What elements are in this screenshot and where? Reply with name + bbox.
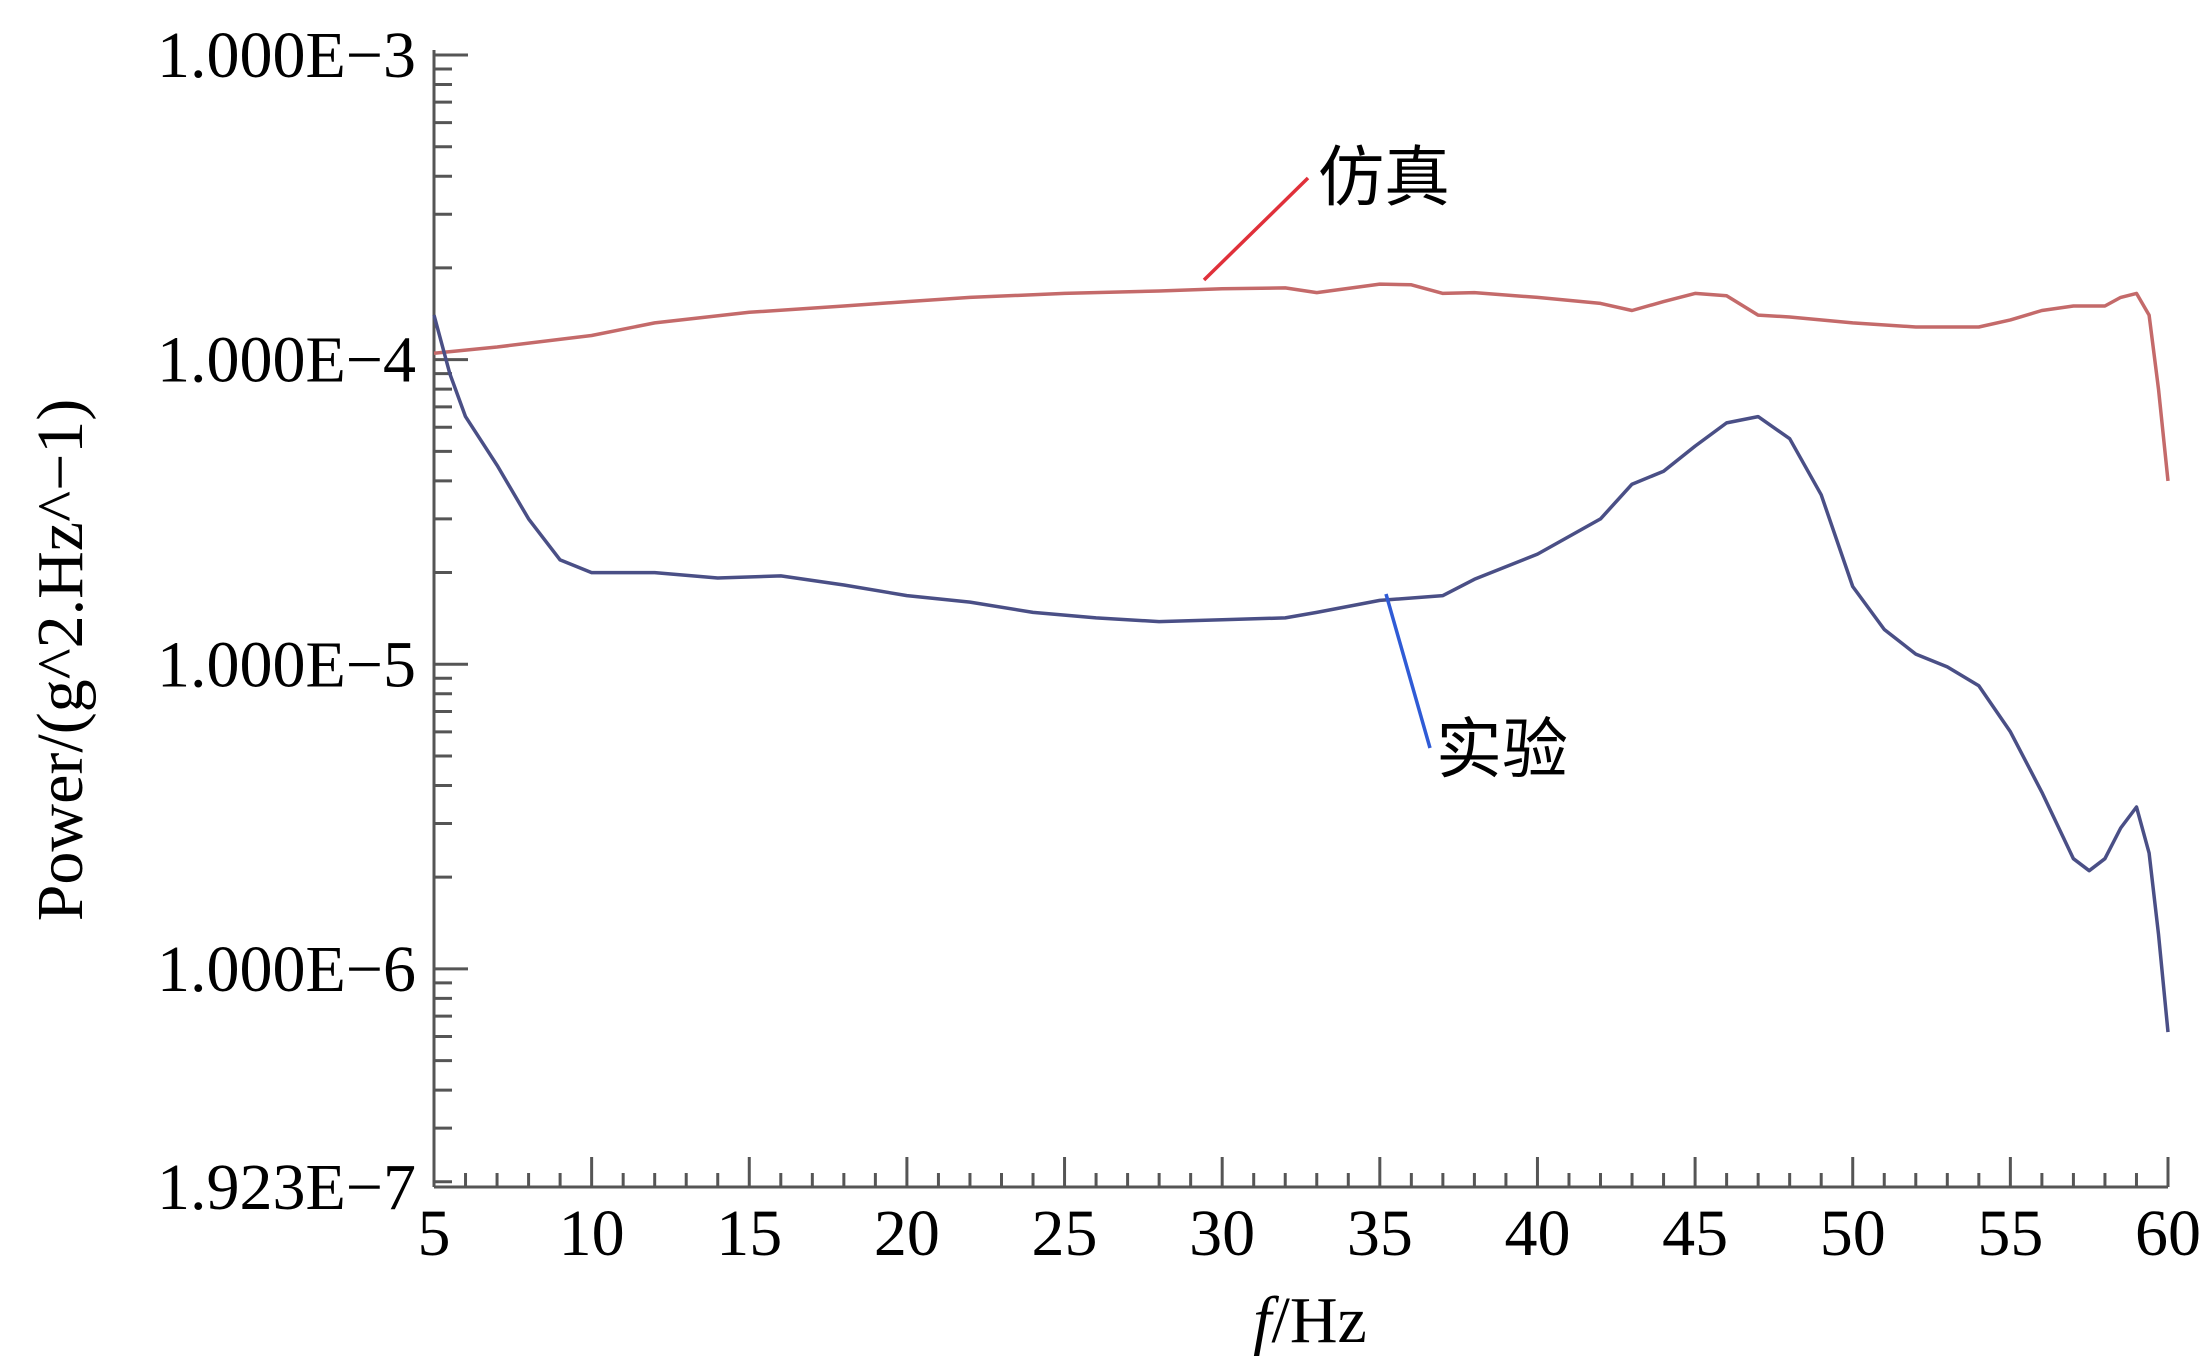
series-line-simulation bbox=[433, 282, 2170, 482]
annotation-label-experiment: 实验 bbox=[1436, 711, 1568, 788]
annotation-leader-experiment bbox=[1384, 593, 1432, 749]
x-tick-label: 30 bbox=[1189, 1197, 1255, 1270]
series-line-experiment bbox=[432, 314, 2170, 1033]
x-tick-label: 10 bbox=[559, 1197, 625, 1270]
y-axis-title: Power/(g^2.Hz^−1) bbox=[24, 399, 97, 922]
axes: 1.000E−3 1.000E−4 1.000E−5 1.000E−6 1.923E−7… bbox=[157, 19, 2201, 1270]
annotation-leader-simulation bbox=[1202, 176, 1310, 282]
x-tick-label: 40 bbox=[1504, 1197, 1570, 1270]
annotation-label-simulation: 仿真 bbox=[1318, 139, 1450, 216]
series-layer bbox=[432, 282, 2170, 1033]
x-axis-title: f/Hz bbox=[1253, 1284, 1367, 1357]
x-tick-label: 15 bbox=[716, 1197, 782, 1270]
x-tick-label: 60 bbox=[2135, 1197, 2201, 1270]
y-tick-label: 1.000E−4 bbox=[157, 324, 416, 397]
x-tick-label: 55 bbox=[1977, 1197, 2043, 1270]
x-tick-label: 5 bbox=[418, 1197, 451, 1270]
x-tick-label: 20 bbox=[874, 1197, 940, 1270]
x-tick-label: 25 bbox=[1032, 1197, 1098, 1270]
y-tick-label: 1.000E−6 bbox=[157, 933, 416, 1006]
x-tick-label: 50 bbox=[1820, 1197, 1886, 1270]
y-tick-label: 1.000E−5 bbox=[157, 628, 416, 701]
y-tick-label: 1.923E−7 bbox=[157, 1151, 416, 1224]
y-tick-label: 1.000E−3 bbox=[157, 19, 416, 92]
x-tick-label: 35 bbox=[1347, 1197, 1413, 1270]
x-tick-label: 45 bbox=[1662, 1197, 1728, 1270]
